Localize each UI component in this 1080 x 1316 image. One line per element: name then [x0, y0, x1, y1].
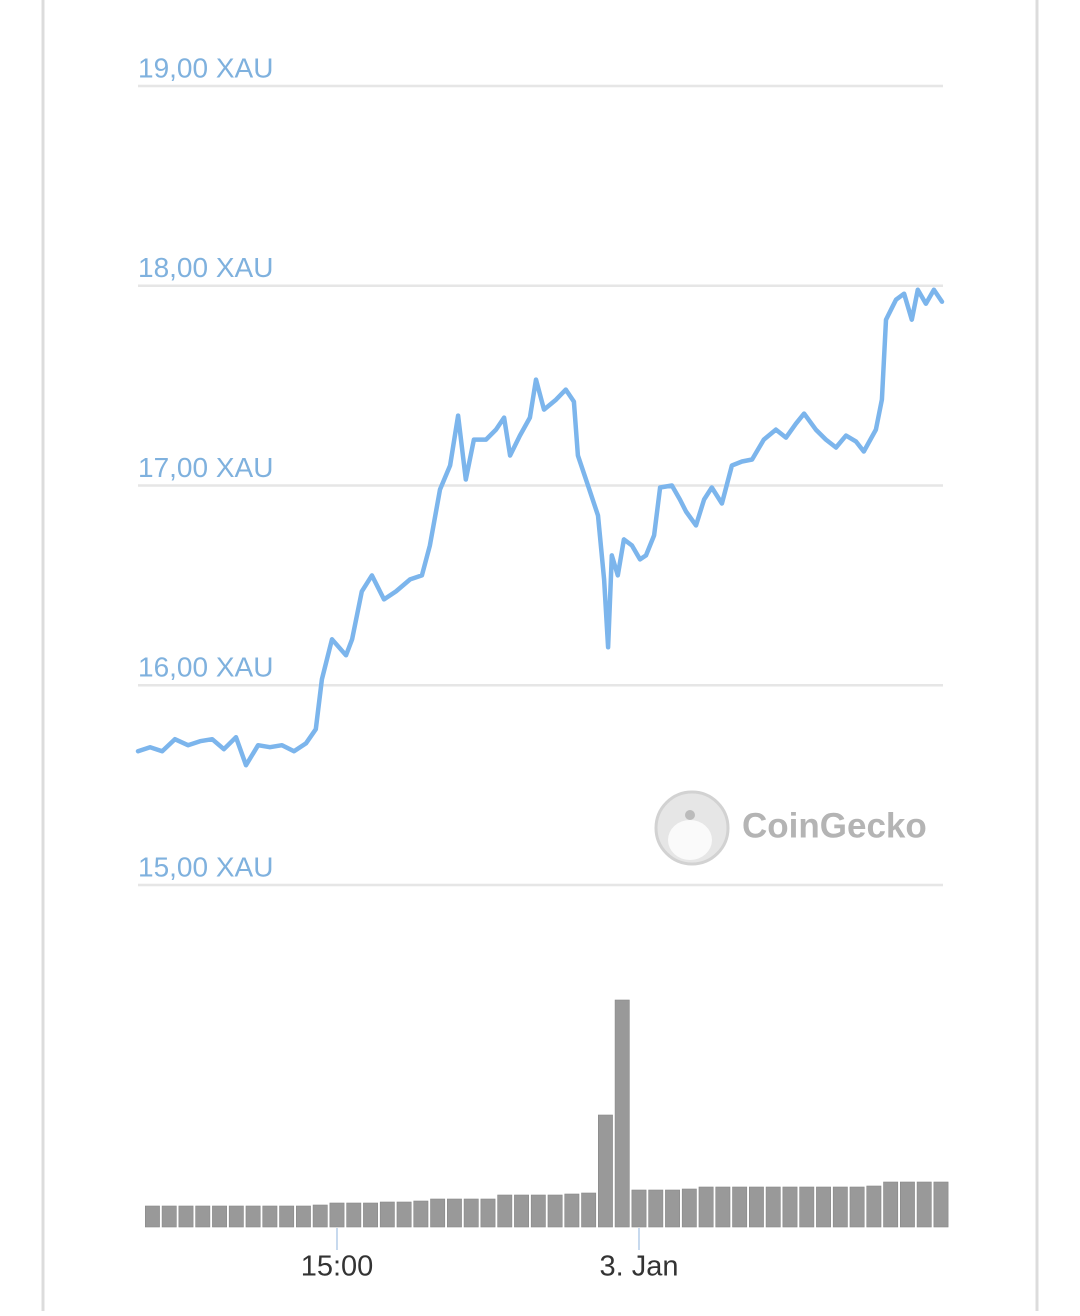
watermark-text: CoinGecko — [742, 806, 927, 845]
volume-bar — [631, 1189, 647, 1228]
volume-bar — [295, 1205, 311, 1228]
volume-bar — [514, 1194, 529, 1228]
volume-bar — [883, 1181, 899, 1228]
volume-bar — [849, 1186, 865, 1228]
volume-bar — [648, 1189, 664, 1228]
volume-bar — [329, 1202, 345, 1228]
volume-bar — [816, 1186, 831, 1228]
volume-bar — [749, 1186, 764, 1228]
volume-bar — [212, 1205, 227, 1228]
volume-bar — [396, 1201, 412, 1228]
volume-bar — [279, 1205, 295, 1228]
volume-bar — [564, 1193, 580, 1228]
y-tick-label: 17,00 XAU — [138, 452, 273, 483]
volume-bar — [262, 1205, 278, 1228]
volume-bar — [195, 1205, 211, 1228]
volume-bar — [597, 1114, 613, 1228]
volume-bar — [866, 1185, 882, 1228]
volume-bar — [463, 1198, 479, 1228]
volume-bar — [665, 1189, 680, 1228]
volume-bar — [346, 1202, 362, 1228]
volume-bar — [446, 1198, 462, 1228]
volume-bar — [228, 1205, 244, 1228]
volume-bar — [916, 1181, 932, 1228]
watermark-logo-face — [668, 820, 712, 860]
volume-bar — [581, 1192, 597, 1228]
volume-bar — [363, 1202, 378, 1228]
volume-bar — [178, 1205, 194, 1228]
watermark-logo-eye — [685, 810, 695, 820]
x-tick-label: 3. Jan — [599, 1251, 678, 1283]
volume-bar — [379, 1201, 395, 1228]
volume-bar — [161, 1205, 177, 1228]
volume-bar — [732, 1186, 748, 1228]
volume-bar — [614, 999, 630, 1228]
volume-bar — [900, 1181, 915, 1228]
volume-bar — [715, 1186, 731, 1228]
y-tick-label: 19,00 XAU — [138, 52, 273, 83]
volume-bar — [430, 1198, 446, 1228]
price-line — [135, 287, 945, 768]
volume-bar — [933, 1181, 949, 1228]
x-tick-label: 15:00 — [301, 1251, 374, 1283]
volume-bar — [413, 1200, 429, 1228]
watermark: CoinGecko — [654, 790, 927, 866]
y-tick-label: 15,00 XAU — [138, 851, 273, 882]
volume-bar — [497, 1194, 513, 1228]
volume-bar — [832, 1186, 848, 1228]
volume-bar — [480, 1198, 496, 1228]
volume-bar — [799, 1186, 815, 1228]
volume-bar — [698, 1186, 714, 1228]
volume-bar — [245, 1205, 261, 1228]
volume-bar — [530, 1194, 546, 1228]
volume-bar — [144, 1205, 160, 1228]
volume-bar — [681, 1188, 697, 1228]
volume-bar — [312, 1204, 328, 1228]
y-tick-label: 16,00 XAU — [138, 652, 273, 683]
volume-bar — [547, 1194, 563, 1228]
volume-bar — [782, 1186, 798, 1228]
y-tick-label: 18,00 XAU — [138, 252, 273, 283]
volume-bar — [765, 1186, 781, 1228]
